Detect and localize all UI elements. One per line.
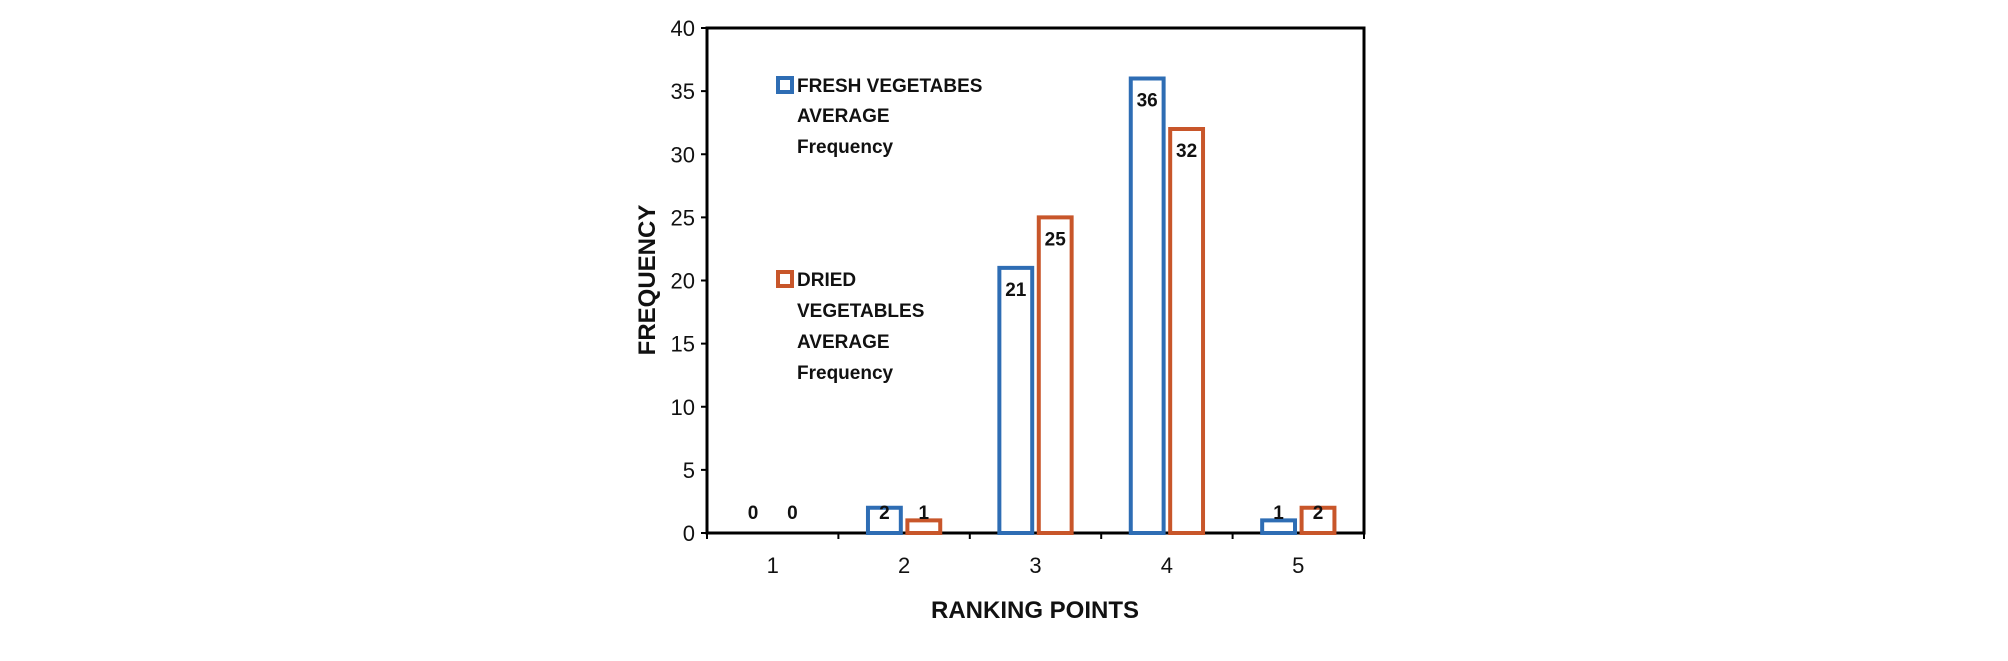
value-label: 21 (1005, 280, 1027, 301)
bar-fresh-2 (865, 505, 903, 535)
legend-fresh-line-2: AVERAGE (797, 106, 890, 127)
value-label: 32 (1176, 141, 1197, 162)
legend-fresh-line-3: Frequency (797, 137, 894, 158)
legend-dried-line-4: Frequency (797, 363, 894, 384)
x-tick-label: 3 (1029, 553, 1041, 578)
bar-dried-5 (1299, 505, 1337, 535)
x-tick-label: 4 (1161, 553, 1173, 578)
y-tick-label: 35 (671, 79, 695, 104)
value-label: 2 (879, 503, 890, 524)
y-axis: 0 5 10 15 20 25 30 35 40 (671, 16, 707, 546)
y-tick-label: 25 (671, 205, 695, 230)
legend: FRESH VEGETABES AVERAGE Frequency DRIED … (776, 76, 982, 384)
y-tick-label: 0 (683, 521, 695, 546)
y-axis-title: FREQUENCY (634, 205, 661, 356)
legend-dried-line-2: VEGETABLES (797, 301, 924, 322)
legend-swatch-dried (776, 270, 794, 288)
value-label: 1 (919, 503, 930, 524)
x-tick-label: 1 (767, 553, 779, 578)
legend-dried-line-1: DRIED (797, 270, 856, 291)
bar-dried-4 (1168, 127, 1206, 535)
legend-swatch-fresh (776, 76, 794, 94)
value-label: 36 (1137, 91, 1158, 112)
value-label: 25 (1045, 229, 1067, 250)
y-tick-label: 5 (683, 458, 695, 483)
bars (865, 76, 1337, 535)
legend-fresh-line-1: FRESH VEGETABES (797, 76, 982, 97)
value-label: 0 (787, 503, 798, 524)
value-label: 1 (1273, 503, 1284, 524)
y-tick-label: 10 (671, 395, 695, 420)
value-label: 2 (1313, 503, 1324, 524)
y-tick-label: 20 (671, 269, 695, 294)
value-label: 0 (748, 503, 759, 524)
x-axis-title: RANKING POINTS (931, 597, 1139, 624)
value-labels: 0 2 21 36 1 0 1 25 32 2 (748, 91, 1324, 525)
bar-fresh-4 (1128, 76, 1166, 535)
bar-fresh-3 (997, 265, 1035, 535)
x-tick-label: 2 (898, 553, 910, 578)
x-tick-label: 5 (1292, 553, 1304, 578)
bar-dried-2 (905, 518, 943, 535)
y-tick-label: 30 (671, 142, 695, 167)
x-axis: 1 2 3 4 5 (706, 533, 1365, 578)
bar-dried-3 (1036, 215, 1074, 535)
bar-fresh-5 (1260, 518, 1298, 535)
y-tick-label: 40 (671, 16, 695, 41)
legend-dried-line-3: AVERAGE (797, 332, 890, 353)
y-tick-label: 15 (671, 332, 695, 357)
